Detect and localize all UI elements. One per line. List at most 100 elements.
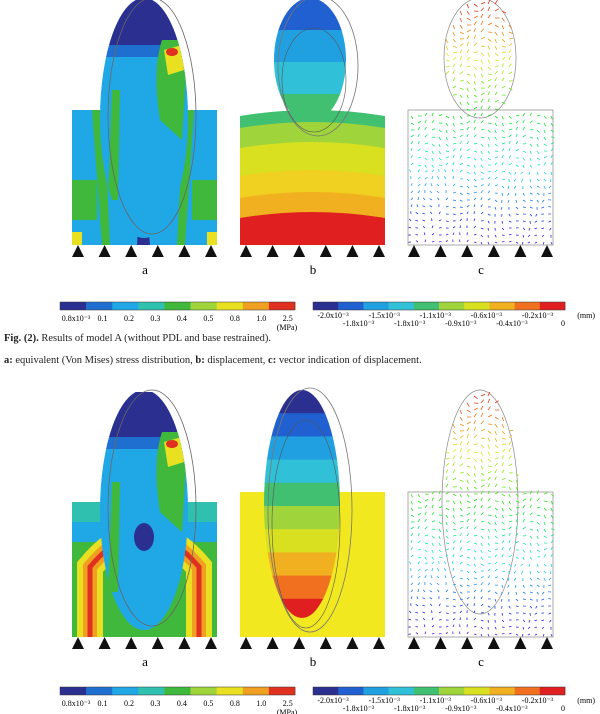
vector — [543, 535, 547, 539]
vector — [415, 632, 419, 635]
vector — [536, 122, 541, 125]
vector — [466, 563, 470, 566]
vector — [452, 449, 457, 453]
colorbar-segment — [388, 302, 415, 310]
vector — [515, 213, 519, 216]
colorbar-label: 0.2 — [124, 699, 134, 708]
vector — [466, 448, 471, 453]
vector — [541, 234, 545, 238]
vector — [431, 128, 436, 131]
vector — [480, 444, 485, 448]
vector — [410, 507, 414, 512]
vector — [473, 633, 477, 636]
vector — [487, 437, 491, 442]
vector — [501, 220, 504, 224]
vector — [536, 136, 539, 141]
vector — [466, 133, 469, 138]
vector — [529, 504, 532, 509]
vector — [473, 583, 477, 586]
vector — [473, 94, 478, 98]
vector — [445, 38, 448, 44]
vector — [541, 598, 545, 601]
vector — [466, 49, 470, 54]
vector — [501, 443, 507, 446]
vector — [501, 477, 506, 481]
colorbar-segment — [388, 687, 415, 695]
vector — [527, 241, 531, 244]
support — [408, 637, 420, 649]
vector — [487, 0, 491, 5]
vector — [417, 556, 422, 559]
vector — [529, 157, 532, 162]
vector — [494, 430, 497, 436]
vector — [543, 171, 547, 175]
vector — [529, 556, 533, 560]
vector — [515, 148, 519, 152]
vector — [494, 122, 498, 127]
vector — [487, 136, 490, 141]
vector — [417, 169, 420, 173]
vector — [480, 128, 485, 131]
vector — [480, 589, 483, 593]
vector — [494, 437, 498, 442]
vector — [466, 17, 471, 21]
colorbar-segment — [313, 687, 339, 695]
vector — [494, 598, 497, 602]
vector — [445, 597, 449, 600]
vector — [501, 612, 504, 616]
vector — [536, 528, 539, 533]
vector — [445, 554, 449, 558]
vector — [452, 206, 456, 209]
vector — [501, 115, 504, 120]
vector — [466, 29, 471, 33]
vector — [529, 577, 533, 581]
vector — [466, 631, 469, 635]
vector — [410, 122, 415, 126]
vector — [529, 143, 533, 147]
vector — [543, 570, 547, 574]
vector — [431, 535, 435, 539]
vector — [529, 598, 533, 601]
vector — [522, 234, 525, 238]
vector — [508, 612, 512, 615]
vector — [480, 420, 484, 425]
vector — [410, 546, 413, 551]
colorbar-label: -1.8x10⁻³ — [343, 704, 375, 713]
vector — [494, 568, 498, 572]
vector — [514, 563, 517, 567]
vector — [480, 164, 484, 168]
vector — [473, 119, 476, 124]
support — [293, 245, 306, 257]
vector — [507, 584, 510, 588]
vector — [508, 500, 511, 505]
vector — [459, 554, 463, 558]
vector — [501, 553, 504, 558]
vector — [452, 605, 456, 608]
vector — [507, 192, 510, 196]
vector — [494, 548, 499, 551]
vector — [522, 511, 525, 516]
vector — [480, 619, 484, 622]
vector — [549, 619, 552, 623]
colorbar-label: 2.5 — [283, 699, 293, 708]
vector — [410, 115, 414, 120]
vector — [534, 227, 538, 230]
vector — [452, 514, 455, 519]
vector — [543, 162, 547, 166]
vector — [501, 632, 505, 635]
vector — [466, 108, 471, 112]
vector — [417, 183, 421, 187]
vector — [466, 570, 470, 574]
vector — [501, 129, 505, 133]
vector — [410, 197, 414, 201]
vector — [536, 199, 539, 203]
vector — [487, 114, 492, 117]
vector — [501, 56, 506, 61]
vector — [480, 549, 483, 554]
vector — [515, 512, 519, 516]
vector — [417, 148, 421, 152]
vector — [494, 65, 499, 68]
vector — [487, 619, 489, 623]
vector — [487, 241, 490, 245]
vector — [408, 169, 412, 173]
